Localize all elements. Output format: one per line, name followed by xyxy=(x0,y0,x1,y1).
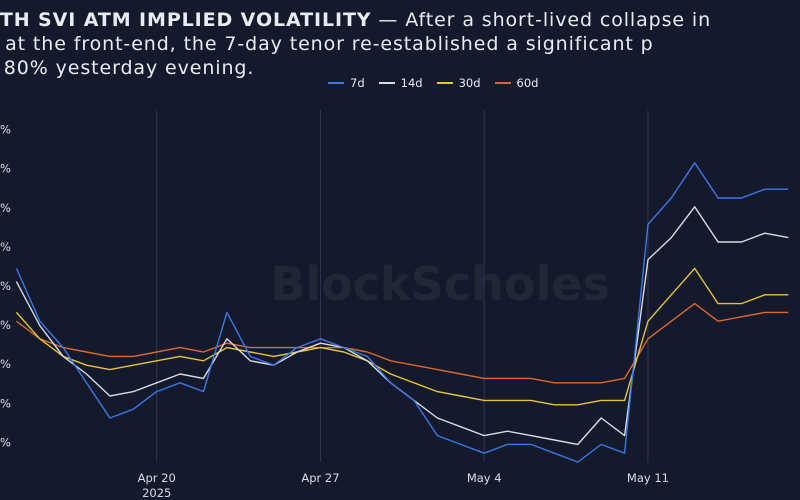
y-tick-label: % xyxy=(0,162,11,176)
y-tick-label: % xyxy=(0,123,11,137)
headline-line-1-rest: — After a short-lived collapse in xyxy=(371,9,712,31)
x-tick-sublabel: 2025 xyxy=(142,486,171,500)
series-line-30d xyxy=(15,267,789,406)
y-tick-label: % xyxy=(0,396,11,410)
series-group xyxy=(15,162,789,463)
legend-label-7d: 7d xyxy=(350,76,365,90)
headline-lead: ETH SVI ATM IMPLIED VOLATILITY xyxy=(0,9,372,31)
x-tick-label: May 4 xyxy=(467,471,502,485)
headline-line-3: s 80% yesterday evening. xyxy=(0,57,255,79)
legend-swatch-7d xyxy=(328,82,344,84)
legend-swatch-60d xyxy=(494,82,511,84)
legend-label-30d: 30d xyxy=(458,76,481,90)
legend-label-14d: 14d xyxy=(400,76,423,90)
watermark: BlockScholes xyxy=(270,257,609,311)
series-line-14d xyxy=(15,206,789,446)
legend-item-14d[interactable]: 14d xyxy=(378,76,423,90)
chart-legend: 7d 14d 30d 60d xyxy=(328,76,538,90)
headline-line-1: ETH SVI ATM IMPLIED VOLATILITY — After a… xyxy=(0,8,800,32)
series-line-7d xyxy=(15,162,789,463)
x-tick-label: Apr 27 xyxy=(301,471,339,485)
legend-swatch-30d xyxy=(436,82,453,84)
gridlines xyxy=(156,110,649,462)
legend-swatch-14d xyxy=(378,82,395,84)
y-tick-label: % xyxy=(0,279,11,293)
y-tick-label: % xyxy=(0,357,11,371)
x-tick-label: Apr 20 xyxy=(138,471,176,485)
legend-item-7d[interactable]: 7d xyxy=(328,76,365,90)
legend-label-60d: 60d xyxy=(516,76,539,90)
y-tick-label: % xyxy=(0,435,11,449)
y-tick-label: % xyxy=(0,318,11,332)
legend-item-30d[interactable]: 30d xyxy=(436,76,481,90)
chart-title: ETH SVI ATM IMPLIED VOLATILITY — After a… xyxy=(0,8,800,80)
y-tick-label: % xyxy=(0,240,11,254)
legend-item-60d[interactable]: 60d xyxy=(494,76,539,90)
y-tick-label: % xyxy=(0,201,11,215)
x-tick-label: May 11 xyxy=(627,471,669,485)
y-axis: %%%%%%%%% xyxy=(0,123,11,450)
series-line-60d xyxy=(15,302,789,384)
headline-line-2: y at the front-end, the 7-day tenor re-e… xyxy=(0,33,654,55)
